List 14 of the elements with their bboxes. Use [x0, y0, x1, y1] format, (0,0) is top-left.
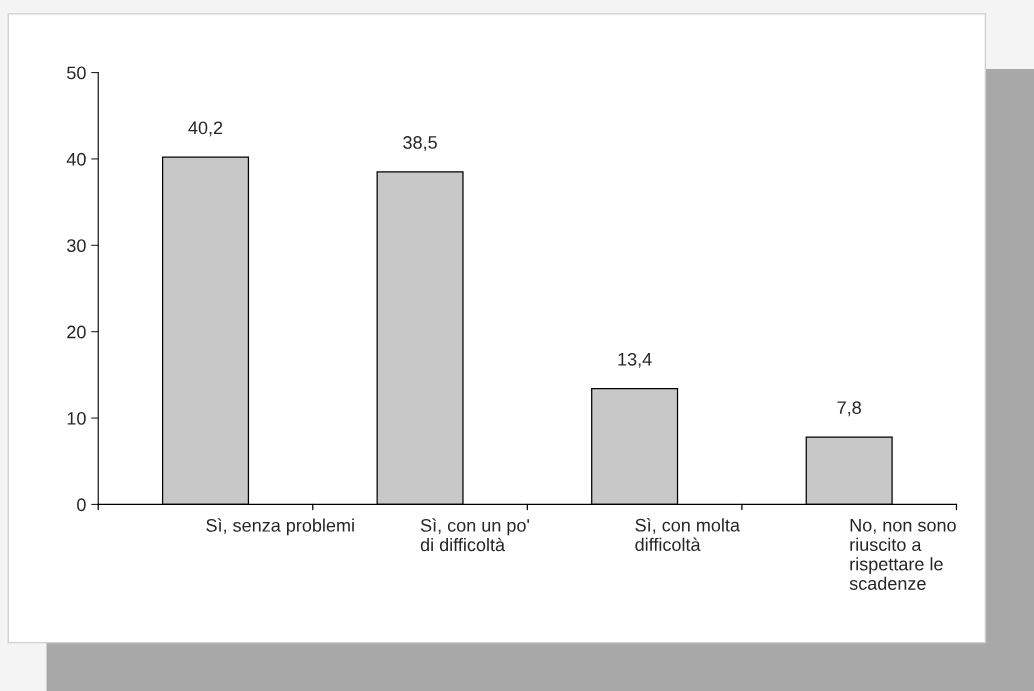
x-tick-label: No, non sono riuscito a rispettare le scadenze	[849, 518, 956, 590]
data-label: 38,5	[403, 136, 437, 152]
y-tick-label: 10	[67, 411, 86, 425]
data-label: 13,4	[618, 352, 652, 368]
y-tick-label: 50	[67, 66, 86, 80]
y-tick-label: 20	[67, 325, 86, 339]
y-tick-label: 0	[77, 498, 86, 512]
data-label: 40,2	[188, 121, 223, 137]
x-tick-label: Sì, senza problemi	[206, 518, 354, 536]
y-tick-label: 40	[66, 152, 86, 166]
data-label: 7,8	[837, 401, 861, 417]
x-tick-label: Sì, con un po' di difficoltà	[420, 518, 529, 552]
y-tick-label: 30	[67, 239, 86, 253]
x-tick-label: Sì, con molta difficoltà	[635, 518, 740, 552]
